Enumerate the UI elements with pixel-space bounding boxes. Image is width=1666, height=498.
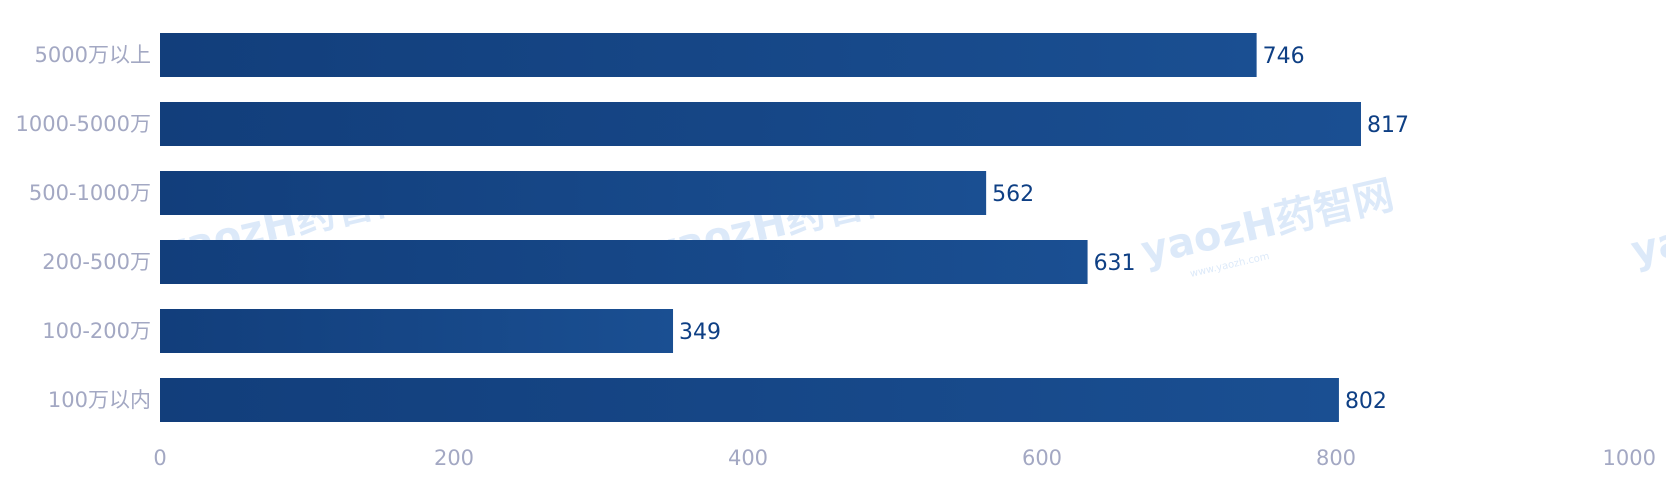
x-tick-label: 800 xyxy=(1316,446,1356,470)
data-label: 802 xyxy=(1345,389,1387,414)
data-label: 817 xyxy=(1367,113,1409,138)
data-label: 631 xyxy=(1094,251,1136,276)
x-tick-label: 1000 xyxy=(1603,446,1656,470)
x-tick-label: 0 xyxy=(153,446,166,470)
category-label: 500-1000万 xyxy=(29,181,151,205)
bar-0 xyxy=(160,33,1257,77)
bar-4 xyxy=(160,309,674,353)
value-labels: 746 817 562 631 349 802 xyxy=(679,44,1409,414)
watermark-text: yaozH药智网 xyxy=(1627,172,1666,275)
x-axis-ticks: 0 200 400 600 800 1000 xyxy=(153,446,1656,470)
x-tick-label: 600 xyxy=(1022,446,1062,470)
bars-group xyxy=(160,33,1361,422)
bar-2 xyxy=(160,171,987,215)
category-label: 100万以内 xyxy=(48,388,151,412)
category-labels: 5000万以上 1000-5000万 500-1000万 200-500万 100-20… xyxy=(16,43,151,412)
x-tick-label: 200 xyxy=(434,446,474,470)
data-label: 746 xyxy=(1263,44,1305,69)
data-label: 349 xyxy=(679,320,721,345)
bar-3 xyxy=(160,240,1088,284)
bar-1 xyxy=(160,102,1361,146)
category-label: 100-200万 xyxy=(42,319,151,343)
bar-5 xyxy=(160,378,1339,422)
x-tick-label: 400 xyxy=(728,446,768,470)
category-label: 5000万以上 xyxy=(35,43,151,67)
data-label: 562 xyxy=(992,182,1034,207)
category-label: 1000-5000万 xyxy=(16,112,151,136)
category-label: 200-500万 xyxy=(42,250,151,274)
